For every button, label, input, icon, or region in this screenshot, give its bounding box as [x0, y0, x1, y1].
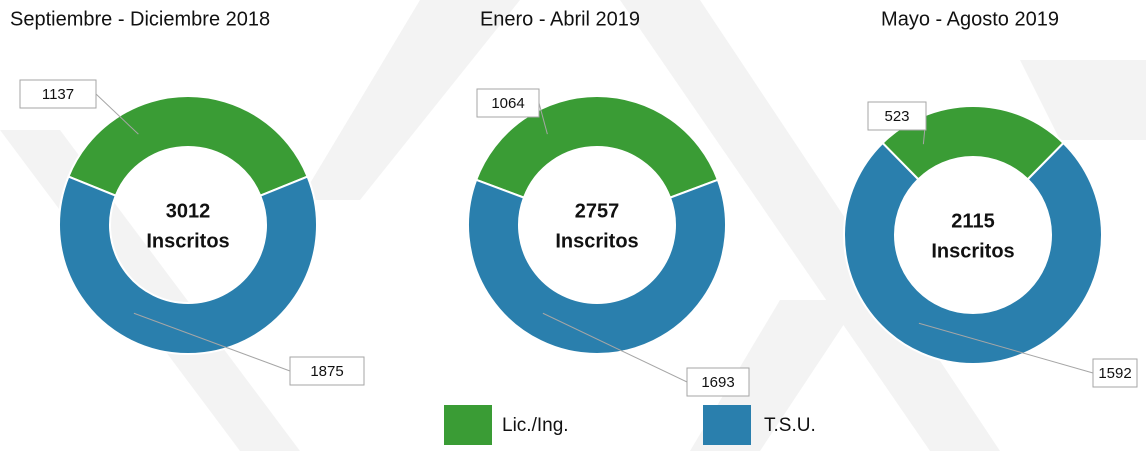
chart-title: Septiembre - Diciembre 2018: [10, 8, 270, 30]
leader-line: [542, 312, 688, 383]
legend-label: T.S.U.: [764, 415, 816, 436]
data-label: 1875: [310, 363, 343, 380]
center-label: Inscritos: [146, 230, 229, 252]
data-label-box: [686, 367, 750, 397]
center-label: Inscritos: [931, 240, 1014, 262]
donut-segment: [843, 141, 1103, 365]
data-label: 1137: [42, 86, 74, 103]
data-label: 1693: [701, 374, 734, 391]
chart-title: Enero - Abril 2019: [480, 8, 640, 30]
leader-line: [95, 93, 139, 135]
legend: Lic./Ing. T.S.U.: [444, 405, 816, 445]
data-label-box: [867, 101, 927, 131]
legend-label: Lic./Ing.: [502, 415, 569, 436]
leader-line: [538, 102, 548, 135]
center-total: 2115: [951, 210, 994, 232]
data-label-box: [19, 79, 97, 109]
legend-swatch: [703, 405, 751, 445]
donut-segment: [881, 105, 1065, 181]
data-label-box: [289, 356, 365, 386]
data-label: 1592: [1098, 365, 1131, 382]
data-label-box: [1092, 358, 1138, 388]
donut-segment: [58, 175, 318, 355]
center-total: 3012: [166, 200, 211, 222]
data-label: 523: [884, 108, 909, 125]
leader-line: [918, 322, 1094, 374]
leader-line: [133, 312, 291, 372]
donut-segment: [467, 178, 727, 355]
center-total: 2757: [575, 200, 620, 222]
chart-title: Mayo - Agosto 2019: [881, 8, 1059, 30]
data-label: 1064: [491, 95, 524, 112]
legend-swatch: [444, 405, 492, 445]
donut-segment: [67, 95, 309, 198]
data-label-box: [476, 88, 540, 118]
center-label: Inscritos: [555, 230, 638, 252]
